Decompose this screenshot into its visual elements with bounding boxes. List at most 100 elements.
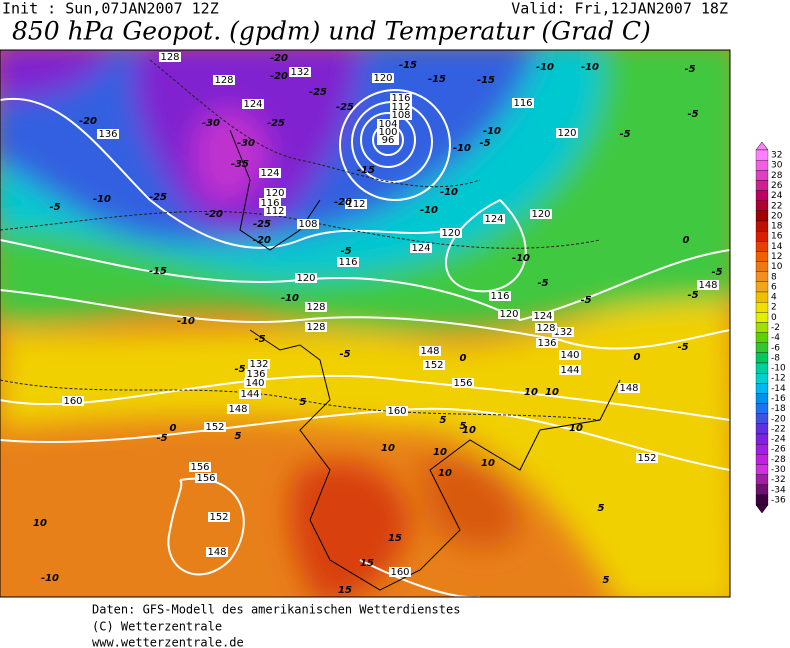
scale-bottom-arrow [755,504,769,514]
label-box [535,323,557,333]
map-title: 850 hPa Geopot. (gpdm) und Temperatur (G… [12,17,651,46]
scale-cell [755,332,769,343]
geopotential-label: 148 [698,280,717,291]
label-box [618,383,640,393]
scale-label: 32 [771,151,782,161]
label-box [697,280,719,290]
scale-cell [755,261,769,272]
map [0,50,730,597]
scale-cell [755,413,769,425]
scale-label: 4 [771,293,777,303]
geopotential-label: 148 [228,404,247,415]
geopotential-label: 104 [378,119,397,130]
scale-cell [755,423,769,435]
geopotential-label: 120 [441,228,460,239]
scale-cell [755,159,769,171]
scale-cell [755,241,769,252]
temperature-label: -25 [309,87,327,98]
geopotential-label: 116 [513,98,532,109]
label-box [245,369,267,379]
label-box [259,198,281,208]
scale-cell [755,322,769,333]
geopotential-label: 160 [390,567,409,578]
temperature-label: 10 [462,425,476,436]
geopotential-label: 152 [209,512,228,523]
scale-cell [755,301,769,313]
temperature-label: 5 [440,415,447,426]
footer-copyright: (C) Wetterzentrale [92,620,222,634]
scale-cell [755,220,769,232]
geopotential-label: 140 [560,350,579,361]
label-box [159,52,181,62]
scale-label: -12 [771,374,786,384]
geopotential-label: 128 [160,52,179,63]
label-box [259,168,281,178]
scale-label: -20 [771,414,786,424]
temperature-label: -25 [267,118,285,129]
label-box [390,93,412,103]
scale-top-arrow [755,141,769,151]
label-box [227,404,249,414]
scale-label: 20 [771,211,783,221]
label-box [208,512,230,522]
scale-label: -6 [771,343,780,353]
label-box [440,228,462,238]
label-box [97,129,119,139]
scale-cell [755,474,769,485]
temperature-label: -5 [619,129,630,140]
temperature-label: -30 [202,118,220,129]
temperature-label: 10 [381,443,395,454]
geopotential-label: 116 [338,257,357,268]
scale-label: 14 [771,242,783,252]
scale-cell [755,342,769,354]
geopotential-label: 124 [484,214,503,225]
footer-url: www.wetterzentrale.de [92,636,244,648]
label-box [239,389,261,399]
geopotential-label: 100 [378,127,397,138]
temperature-label: -10 [483,126,501,137]
temperature-label: 15 [338,585,352,596]
geopotential-label: 152 [205,422,224,433]
scale-label: -14 [771,384,786,394]
label-box [377,135,399,145]
geopotential-label: 116 [490,291,509,302]
label-box [532,311,554,321]
temperature-label: -5 [479,138,490,149]
geopotential-label: 136 [537,338,556,349]
scale-label: 16 [771,232,783,242]
label-box [337,257,359,267]
scale-cell [755,281,769,293]
geopotential-label: 152 [637,453,656,464]
temperature-label: -5 [156,433,167,444]
temperature-label: -5 [234,364,245,375]
geopotential-label: 116 [391,93,410,104]
scale-label: 6 [771,282,777,292]
scale-cell [755,190,769,201]
label-box [489,291,511,301]
geopotential-label: 120 [265,188,284,199]
label-box [295,273,317,283]
geopotential-label: 156 [190,462,209,473]
label-box [423,360,445,370]
temperature-label: -30 [237,138,255,149]
geopotential-label: 124 [243,99,262,110]
temperature-label: 0 [683,235,690,246]
label-box [552,327,574,337]
scale-cell [755,484,769,496]
temperature-label: -5 [254,334,265,345]
temperature-label: 5 [460,421,467,432]
label-box [305,302,327,312]
temperature-label: -35 [231,159,249,170]
temperature-label: -15 [357,165,375,176]
temperature-label: -5 [340,246,351,257]
temperature-label: -10 [177,316,195,327]
geopotential-label: 160 [63,396,82,407]
label-box [213,75,235,85]
scale-label: -8 [771,353,780,363]
label-box [62,396,84,406]
geopotential-label: 132 [553,327,572,338]
label-box [636,453,658,463]
geopotential-label: 120 [373,73,392,84]
geopotential-label: 148 [420,346,439,357]
geopotential-label: 128 [214,75,233,86]
